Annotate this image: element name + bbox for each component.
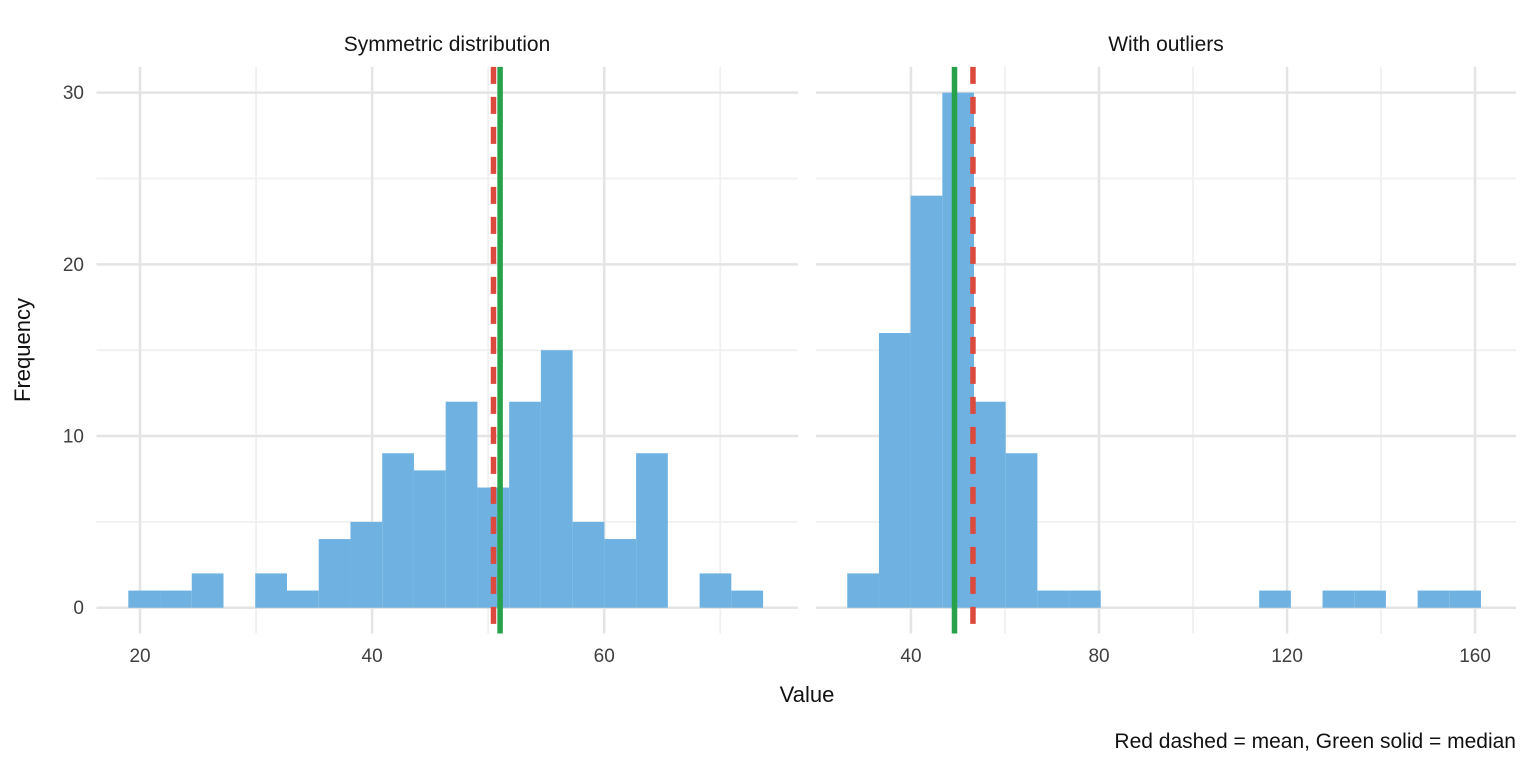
histogram-bar [350,521,383,608]
histogram-bar [540,350,573,608]
caption-mean-median-note: Red dashed = mean, Green solid = median [1114,730,1516,753]
x-tick-label: 60 [594,646,615,667]
histogram-bar [847,573,879,608]
histogram-bar [878,333,911,608]
histogram-bar [191,573,224,608]
histogram-bar [636,453,668,608]
panel-title-symmetric: Symmetric distribution [344,33,551,56]
histogram-bar [445,401,478,608]
histogram-bar [509,401,541,608]
chart-generated-layer: 20 40 60 40 80 120 160 0 10 20 30 [63,66,1516,667]
histogram-bar [128,590,161,608]
y-tick-label: 30 [63,83,84,104]
y-axis-title: Frequency [10,298,35,402]
histogram-bar [699,573,732,608]
histogram-bar [1259,590,1291,608]
histogram-bar [413,470,446,608]
histogram-bar [160,590,192,608]
x-tick-label: 80 [1088,646,1109,667]
histogram-bar [286,590,319,608]
histogram-bar [1449,590,1481,608]
histogram-bar [572,521,605,608]
histogram-bar [1354,590,1386,608]
x-tick-label: 20 [129,646,150,667]
x-tick-label: 40 [900,646,921,667]
histogram-bar [1037,590,1070,608]
histogram-bar [1417,590,1450,608]
histogram-bar [942,92,975,608]
histogram-bar [604,539,637,608]
y-tick-label: 20 [63,255,84,276]
histogram-bar [318,539,351,608]
y-tick-label: 0 [73,598,84,619]
y-tick-label: 10 [63,427,84,448]
panel-title-outliers: With outliers [1108,33,1224,56]
histogram-bar [255,573,287,608]
x-tick-label: 160 [1459,646,1491,667]
histogram-bar [1322,590,1355,608]
x-tick-label: 120 [1271,646,1303,667]
histogram-bar [1005,453,1038,608]
x-tick-label: 40 [362,646,383,667]
histogram-bar [974,401,1006,608]
histogram-bar [382,453,414,608]
histogram-bar [1069,590,1101,608]
histogram-bar [731,590,764,608]
histogram-bar [910,195,943,608]
x-axis-title: Value [780,682,835,707]
